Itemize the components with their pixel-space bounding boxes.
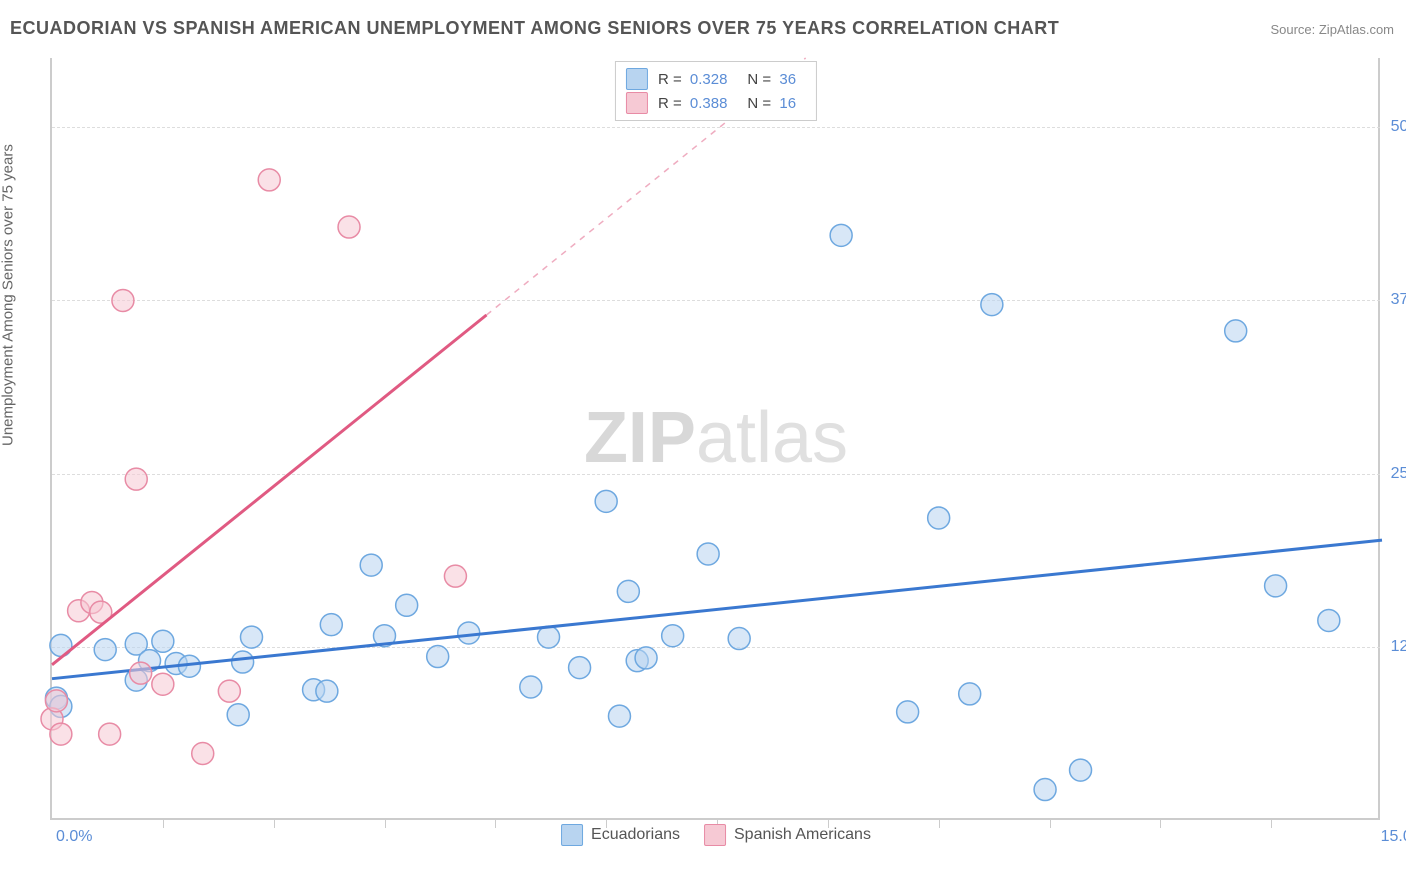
legend-swatch — [626, 68, 648, 90]
legend-series-label: Spanish Americans — [734, 826, 871, 844]
data-point — [152, 630, 174, 652]
data-point — [981, 294, 1003, 316]
legend-correlation: R = 0.328 N = 36 R = 0.388 N = 16 — [615, 61, 817, 121]
data-point — [125, 468, 147, 490]
data-point — [897, 701, 919, 723]
data-point — [316, 680, 338, 702]
data-point — [1318, 609, 1340, 631]
legend-row: R = 0.388 N = 16 — [626, 92, 806, 114]
data-point — [241, 626, 263, 648]
data-point — [959, 683, 981, 705]
x-tick — [163, 818, 164, 828]
data-point — [427, 646, 449, 668]
data-point — [538, 626, 560, 648]
data-point — [396, 594, 418, 616]
data-point — [697, 543, 719, 565]
data-point — [94, 639, 116, 661]
data-point — [728, 628, 750, 650]
legend-n-label: N = 36 — [747, 71, 806, 88]
data-point — [99, 723, 121, 745]
chart-svg — [52, 58, 1380, 818]
legend-series-item: Ecuadorians — [561, 824, 680, 846]
data-point — [1225, 320, 1247, 342]
data-point — [320, 614, 342, 636]
trend-line — [52, 315, 486, 665]
data-point — [830, 224, 852, 246]
data-point — [635, 647, 657, 669]
data-point — [617, 580, 639, 602]
data-point — [608, 705, 630, 727]
data-point — [218, 680, 240, 702]
data-point — [258, 169, 280, 191]
data-point — [192, 742, 214, 764]
legend-swatch — [561, 824, 583, 846]
legend-series-item: Spanish Americans — [704, 824, 871, 846]
data-point — [360, 554, 382, 576]
data-point — [45, 690, 67, 712]
y-tick-label: 50.0% — [1391, 118, 1406, 136]
data-point — [112, 289, 134, 311]
data-point — [130, 662, 152, 684]
x-tick — [1160, 818, 1161, 828]
data-point — [520, 676, 542, 698]
x-tick — [939, 818, 940, 828]
legend-r-label: R = 0.388 — [658, 95, 737, 112]
data-point — [444, 565, 466, 587]
legend-r-label: R = 0.328 — [658, 71, 737, 88]
x-tick — [495, 818, 496, 828]
data-point — [1034, 779, 1056, 801]
y-tick-label: 37.5% — [1391, 291, 1406, 309]
chart-container: ECUADORIAN VS SPANISH AMERICAN UNEMPLOYM… — [0, 0, 1406, 892]
data-point — [232, 651, 254, 673]
data-point — [569, 657, 591, 679]
data-point — [1265, 575, 1287, 597]
y-tick-label: 12.5% — [1391, 638, 1406, 656]
data-point — [662, 625, 684, 647]
x-tick — [274, 818, 275, 828]
legend-row: R = 0.328 N = 36 — [626, 68, 806, 90]
data-point — [595, 490, 617, 512]
x-axis-max-label: 15.0% — [1381, 828, 1406, 846]
data-point — [50, 723, 72, 745]
chart-title: ECUADORIAN VS SPANISH AMERICAN UNEMPLOYM… — [10, 18, 1059, 39]
plot-area: ZIPatlas 12.5%25.0%37.5%50.0% R = 0.328N… — [50, 58, 1380, 820]
data-point — [928, 507, 950, 529]
source-label: Source: ZipAtlas.com — [1270, 22, 1394, 37]
data-point — [1070, 759, 1092, 781]
x-axis-min-label: 0.0% — [56, 828, 92, 846]
data-point — [338, 216, 360, 238]
legend-series-label: Ecuadorians — [591, 826, 680, 844]
legend-swatch — [626, 92, 648, 114]
legend-n-label: N = 16 — [747, 95, 806, 112]
data-point — [227, 704, 249, 726]
x-tick — [1271, 818, 1272, 828]
y-tick-label: 25.0% — [1391, 465, 1406, 483]
legend-series: Ecuadorians Spanish Americans — [561, 824, 871, 846]
legend-swatch — [704, 824, 726, 846]
y-axis-label: Unemployment Among Seniors over 75 years — [0, 144, 17, 446]
x-tick — [385, 818, 386, 828]
data-point — [152, 673, 174, 695]
x-tick — [1050, 818, 1051, 828]
